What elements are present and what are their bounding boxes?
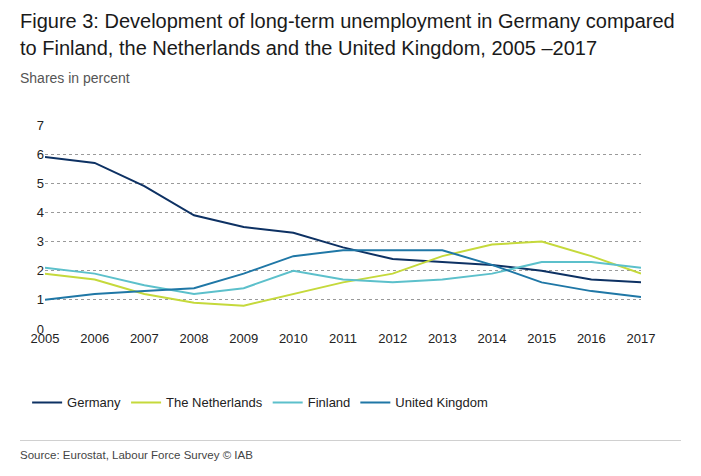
svg-text:Germany: Germany: [67, 395, 121, 410]
svg-text:United Kingdom: United Kingdom: [395, 395, 488, 410]
svg-text:5: 5: [37, 176, 44, 191]
svg-text:2011: 2011: [329, 331, 357, 346]
svg-text:2010: 2010: [279, 331, 308, 346]
svg-text:2016: 2016: [577, 331, 606, 346]
svg-text:Finland: Finland: [308, 395, 351, 410]
svg-text:2006: 2006: [80, 331, 109, 346]
svg-text:2: 2: [37, 263, 44, 278]
svg-text:7: 7: [37, 118, 44, 133]
svg-text:2014: 2014: [478, 331, 507, 346]
svg-text:6: 6: [37, 147, 44, 162]
svg-text:2012: 2012: [378, 331, 407, 346]
svg-text:2013: 2013: [428, 331, 457, 346]
svg-text:2009: 2009: [229, 331, 258, 346]
svg-text:3: 3: [37, 234, 44, 249]
svg-text:2015: 2015: [527, 331, 556, 346]
html-text:Shares in percent: Shares in percent: [20, 70, 130, 86]
svg-text:2008: 2008: [180, 331, 209, 346]
svg-text:1: 1: [37, 292, 44, 307]
svg-text:The Netherlands: The Netherlands: [166, 395, 263, 410]
svg-text:2005: 2005: [31, 331, 60, 346]
svg-text:4: 4: [37, 205, 44, 220]
svg-text:2007: 2007: [130, 331, 159, 346]
svg-text:2017: 2017: [627, 331, 656, 346]
html-text:Source: Eurostat, Labour Force: Source: Eurostat, Labour Force Survey © …: [20, 449, 253, 461]
svg-text:0: 0: [37, 322, 44, 337]
html-text:Figure 3: Development of long-: Figure 3: Development of long-term unemp…: [20, 10, 675, 59]
